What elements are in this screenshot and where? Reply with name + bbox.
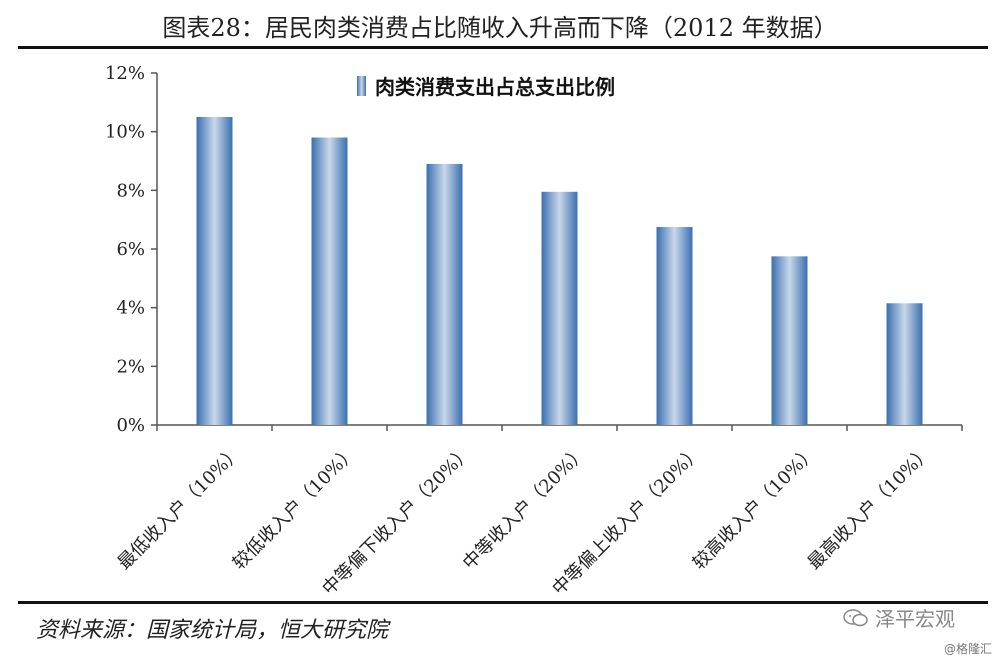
bar [541,191,578,425]
y-tick-label: 0% [116,415,145,436]
x-category-label: 最低收入户（10%） [114,442,246,574]
bottom-rule [18,601,988,604]
y-tick-label: 10% [105,122,145,143]
bar [311,137,348,426]
brand-logo: 泽平宏观 [843,603,955,632]
bar [886,303,923,425]
bar [771,256,808,425]
bar [196,117,233,425]
x-category-label: 最高收入户（10%） [804,442,936,574]
chart-title: 图表28：居民肉类消费占比随收入升高而下降（2012 年数据） [162,14,838,42]
brand-name: 泽平宏观 [875,607,955,631]
x-category-label: 较高收入户（10%） [689,442,821,574]
y-tick-label: 12% [105,63,145,84]
top-rule [18,46,988,49]
y-tick-label: 8% [116,180,145,201]
chat-bubbles-icon [843,608,868,626]
x-category-label: 中等收入户（20%） [459,442,591,574]
bar [426,163,463,425]
x-category-label: 较低收入户（10%） [229,442,361,574]
watermark: @格隆汇 [943,642,992,656]
legend-label: 肉类消费支出占总支出比例 [375,75,615,99]
bar-chart: 0%2%4%6%8%10%12%最低收入户（10%）较低收入户（10%）中等偏下… [105,63,963,599]
source-note: 资料来源：国家统计局，恒大研究院 [36,618,389,643]
y-tick-label: 2% [116,356,145,377]
legend-swatch [357,76,366,96]
y-tick-label: 4% [116,298,145,319]
y-tick-label: 6% [116,239,145,260]
bar [656,227,693,425]
